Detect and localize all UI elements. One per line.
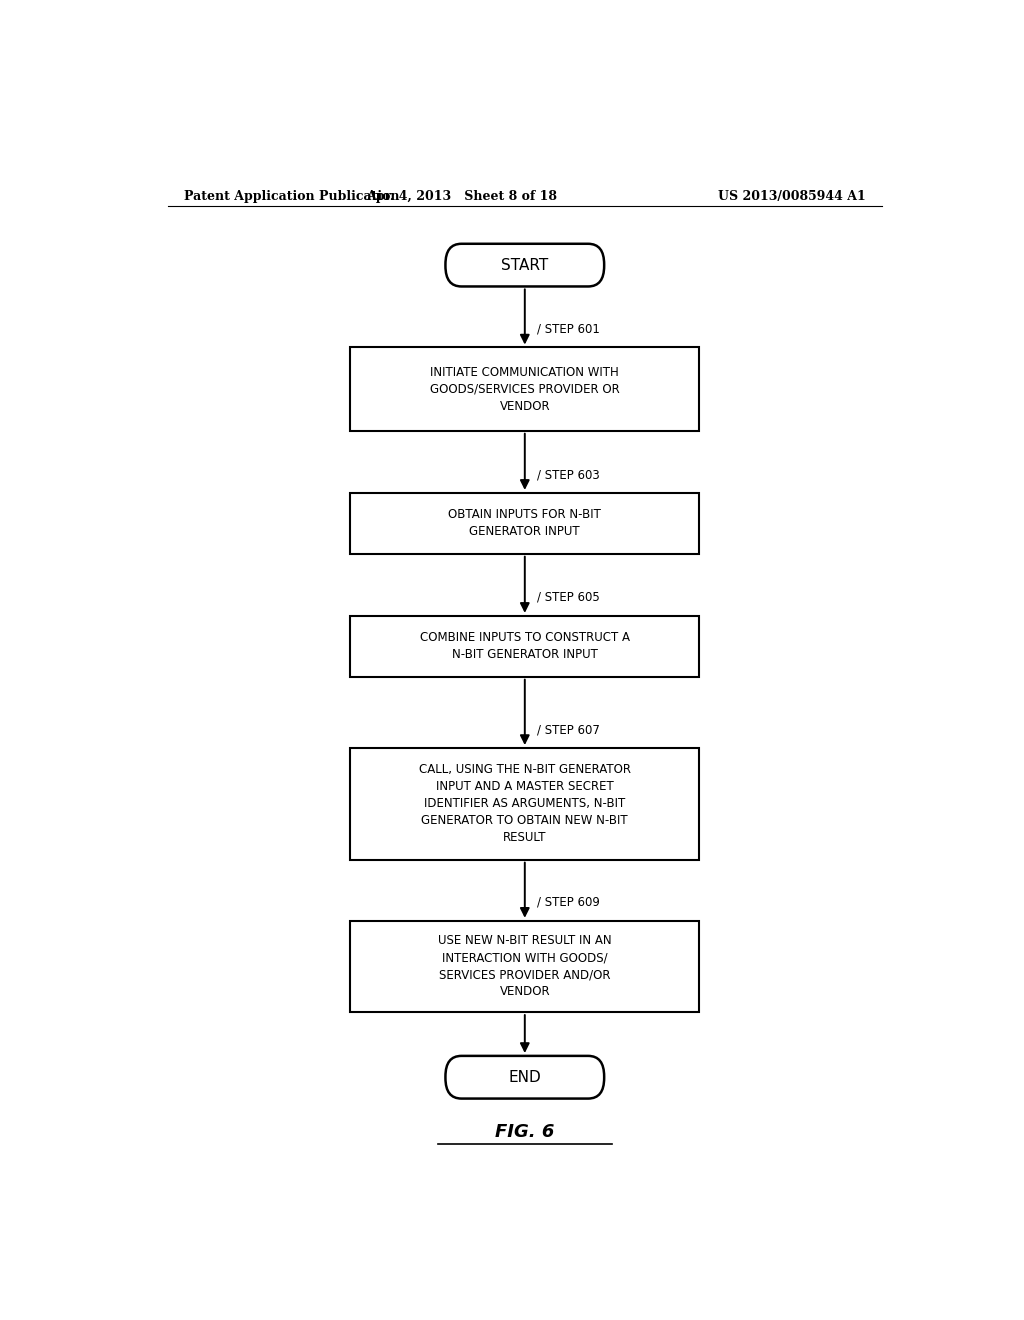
Text: / STEP 601: / STEP 601	[537, 322, 600, 335]
Text: / STEP 605: / STEP 605	[537, 591, 599, 605]
FancyBboxPatch shape	[445, 244, 604, 286]
Text: OBTAIN INPUTS FOR N-BIT
GENERATOR INPUT: OBTAIN INPUTS FOR N-BIT GENERATOR INPUT	[449, 508, 601, 539]
Bar	[350, 347, 699, 430]
Text: CALL, USING THE N-BIT GENERATOR
INPUT AND A MASTER SECRET
IDENTIFIER AS ARGUMENT: CALL, USING THE N-BIT GENERATOR INPUT AN…	[419, 763, 631, 845]
Bar	[350, 615, 699, 677]
Bar	[350, 492, 699, 554]
Text: END: END	[509, 1069, 541, 1085]
Text: Patent Application Publication: Patent Application Publication	[183, 190, 399, 202]
Text: COMBINE INPUTS TO CONSTRUCT A
N-BIT GENERATOR INPUT: COMBINE INPUTS TO CONSTRUCT A N-BIT GENE…	[420, 631, 630, 661]
Text: US 2013/0085944 A1: US 2013/0085944 A1	[718, 190, 866, 202]
Text: / STEP 603: / STEP 603	[537, 469, 599, 480]
Bar	[350, 921, 699, 1012]
Bar	[350, 748, 699, 859]
Text: / STEP 607: / STEP 607	[537, 723, 600, 737]
FancyBboxPatch shape	[445, 1056, 604, 1098]
Text: Apr. 4, 2013   Sheet 8 of 18: Apr. 4, 2013 Sheet 8 of 18	[366, 190, 557, 202]
Text: FIG. 6: FIG. 6	[496, 1123, 554, 1140]
Text: USE NEW N-BIT RESULT IN AN
INTERACTION WITH GOODS/
SERVICES PROVIDER AND/OR
VEND: USE NEW N-BIT RESULT IN AN INTERACTION W…	[438, 935, 611, 998]
Text: START: START	[501, 257, 549, 273]
Text: / STEP 609: / STEP 609	[537, 896, 600, 909]
Text: INITIATE COMMUNICATION WITH
GOODS/SERVICES PROVIDER OR
VENDOR: INITIATE COMMUNICATION WITH GOODS/SERVIC…	[430, 366, 620, 413]
